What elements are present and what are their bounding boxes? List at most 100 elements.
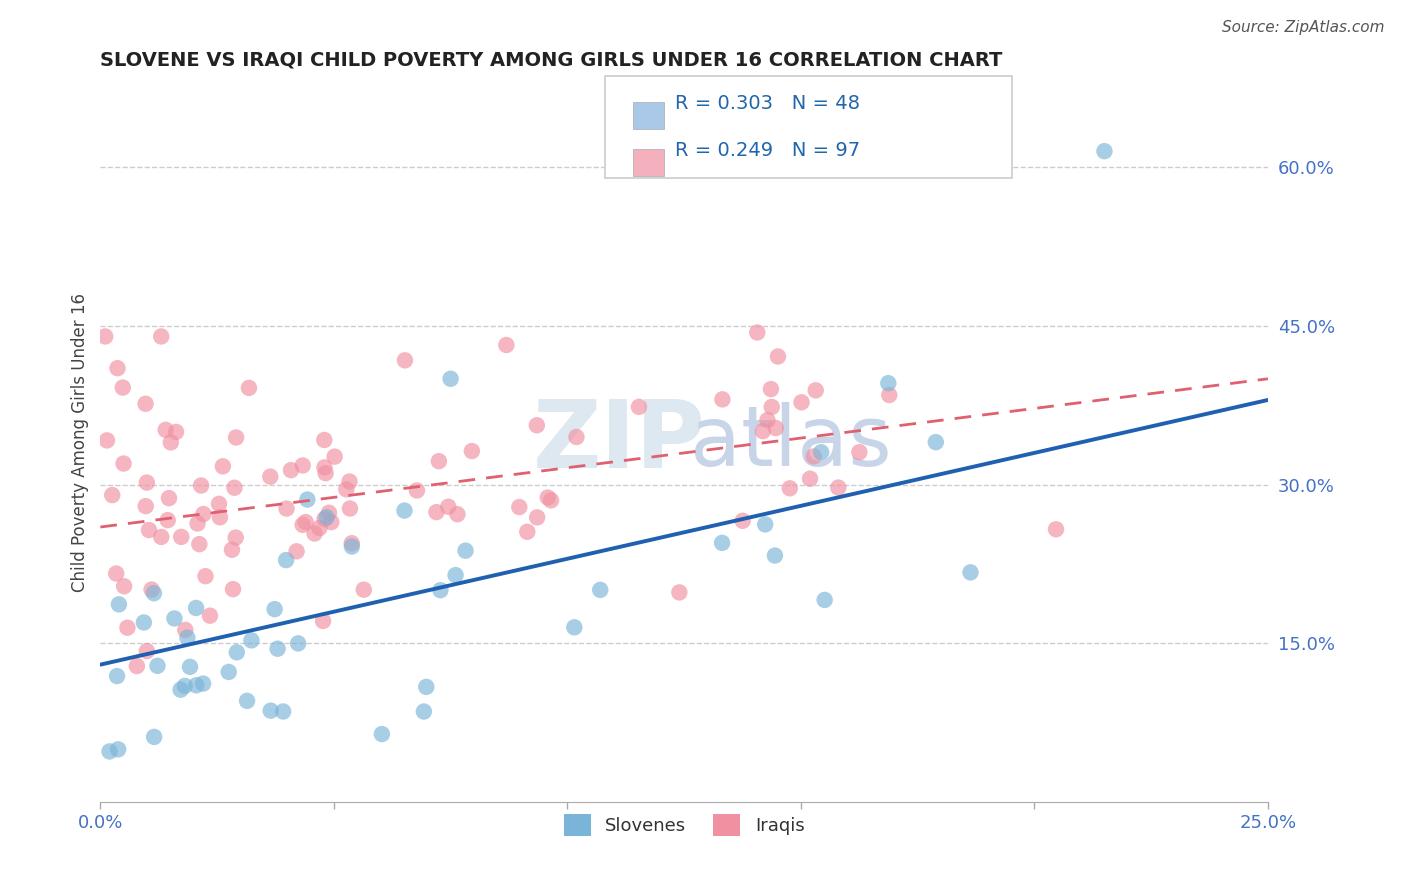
Point <box>155 423 177 437</box>
Point <box>454 543 477 558</box>
Point <box>117 621 139 635</box>
Point <box>107 742 129 756</box>
Point <box>427 454 450 468</box>
Point <box>429 583 451 598</box>
Point <box>287 636 309 650</box>
Point <box>274 553 297 567</box>
Point <box>711 536 734 550</box>
Point <box>415 680 437 694</box>
Point <box>439 372 461 386</box>
Point <box>174 623 197 637</box>
Point <box>173 679 195 693</box>
Point <box>814 593 837 607</box>
Point <box>291 458 314 473</box>
Text: SLOVENE VS IRAQI CHILD POVERTY AMONG GIRLS UNDER 16 CORRELATION CHART: SLOVENE VS IRAQI CHILD POVERTY AMONG GIR… <box>100 51 1002 70</box>
Point <box>105 669 128 683</box>
Point <box>565 430 588 444</box>
Point <box>495 338 517 352</box>
Point <box>291 517 314 532</box>
Point <box>285 544 308 558</box>
Point <box>135 397 157 411</box>
Point <box>96 434 118 448</box>
Point <box>184 601 207 615</box>
Point <box>157 491 180 505</box>
Point <box>101 488 124 502</box>
Point <box>276 501 298 516</box>
Point <box>163 611 186 625</box>
Point <box>170 530 193 544</box>
Point <box>754 517 776 532</box>
Point <box>437 500 460 514</box>
Point <box>526 510 548 524</box>
Point <box>877 388 900 402</box>
Point <box>179 660 201 674</box>
Point <box>271 705 294 719</box>
Point <box>711 392 734 407</box>
Text: ZIP: ZIP <box>533 396 706 488</box>
Point <box>159 435 181 450</box>
Point <box>112 457 135 471</box>
Point <box>208 510 231 524</box>
Point <box>143 730 166 744</box>
Point <box>146 658 169 673</box>
Point <box>224 481 246 495</box>
Point <box>105 566 128 581</box>
Point <box>259 469 281 483</box>
Point <box>169 682 191 697</box>
Point <box>111 380 134 394</box>
Point <box>339 501 361 516</box>
Point <box>314 460 336 475</box>
Point <box>266 641 288 656</box>
Point <box>803 450 825 464</box>
Point <box>761 400 783 414</box>
Point <box>562 620 585 634</box>
Point <box>156 513 179 527</box>
Point <box>959 566 981 580</box>
Point <box>150 329 173 343</box>
Point <box>141 582 163 597</box>
Point <box>135 499 157 513</box>
Point <box>238 381 260 395</box>
Point <box>142 586 165 600</box>
Point <box>225 430 247 444</box>
Point <box>394 353 416 368</box>
Point <box>225 645 247 659</box>
Text: R = 0.249   N = 97: R = 0.249 N = 97 <box>675 141 860 160</box>
Point <box>308 521 330 535</box>
Point <box>314 512 336 526</box>
Point <box>321 515 343 529</box>
Point <box>193 507 215 521</box>
Point <box>112 579 135 593</box>
Point <box>516 524 538 539</box>
Point <box>212 459 235 474</box>
Point <box>799 472 821 486</box>
Point <box>190 478 212 492</box>
Point <box>138 523 160 537</box>
Point <box>827 481 849 495</box>
Point <box>107 361 129 376</box>
Text: Source: ZipAtlas.com: Source: ZipAtlas.com <box>1222 20 1385 35</box>
Point <box>790 395 813 409</box>
Point <box>763 549 786 563</box>
Point <box>94 329 117 343</box>
Legend: Slovenes, Iraqis: Slovenes, Iraqis <box>557 807 811 844</box>
Point <box>304 526 326 541</box>
Y-axis label: Child Poverty Among Girls Under 16: Child Poverty Among Girls Under 16 <box>72 293 89 591</box>
Point <box>804 384 827 398</box>
Point <box>318 506 340 520</box>
Point <box>526 418 548 433</box>
Point <box>225 531 247 545</box>
Point <box>314 433 336 447</box>
Point <box>353 582 375 597</box>
Point <box>132 615 155 630</box>
Point <box>236 694 259 708</box>
Point <box>240 633 263 648</box>
Point <box>323 450 346 464</box>
Point <box>508 500 530 514</box>
Point <box>756 413 779 427</box>
Point <box>208 497 231 511</box>
Point <box>537 491 560 505</box>
Point <box>765 421 787 435</box>
Point <box>198 608 221 623</box>
Point <box>263 602 285 616</box>
